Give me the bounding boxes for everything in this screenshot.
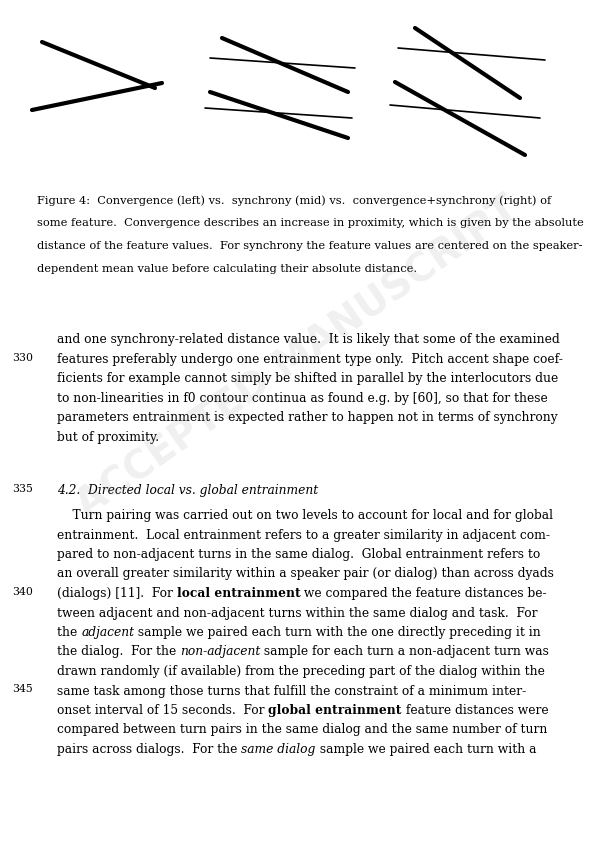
Text: 335: 335	[12, 484, 33, 494]
Text: ficients for example cannot simply be shifted in parallel by the interlocutors d: ficients for example cannot simply be sh…	[57, 372, 558, 385]
Text: dependent mean value before calculating their absolute distance.: dependent mean value before calculating …	[37, 264, 417, 274]
Text: drawn randomly (if available) from the preceding part of the dialog within the: drawn randomly (if available) from the p…	[57, 665, 545, 678]
Text: to non-linearities in f0 contour continua as found e.g. by [60], so that for the: to non-linearities in f0 contour continu…	[57, 392, 548, 405]
Text: pared to non-adjacent turns in the same dialog.  Global entrainment refers to: pared to non-adjacent turns in the same …	[57, 548, 540, 561]
Text: the dialog.  For the: the dialog. For the	[57, 645, 180, 659]
Text: 340: 340	[12, 587, 33, 597]
Text: pairs across dialogs.  For the: pairs across dialogs. For the	[57, 743, 241, 756]
Text: onset interval of 15 seconds.  For: onset interval of 15 seconds. For	[57, 704, 268, 717]
Text: feature distances were: feature distances were	[402, 704, 549, 717]
Text: tween adjacent and non-adjacent turns within the same dialog and task.  For: tween adjacent and non-adjacent turns wi…	[57, 607, 537, 620]
Text: same dialog: same dialog	[241, 743, 315, 756]
Text: (dialogs) [11].  For: (dialogs) [11]. For	[57, 587, 177, 600]
Text: and one synchrony-related distance value.  It is likely that some of the examine: and one synchrony-related distance value…	[57, 333, 560, 346]
Text: global entrainment: global entrainment	[268, 704, 402, 717]
Text: we compared the feature distances be-: we compared the feature distances be-	[300, 587, 547, 600]
Text: Figure 4:  Convergence (left) vs.  synchrony (mid) vs.  convergence+synchrony (r: Figure 4: Convergence (left) vs. synchro…	[37, 195, 551, 206]
Text: non-adjacent: non-adjacent	[180, 645, 261, 659]
Text: compared between turn pairs in the same dialog and the same number of turn: compared between turn pairs in the same …	[57, 723, 547, 736]
Text: ACCEPTED MANUSCRIPT: ACCEPTED MANUSCRIPT	[70, 190, 525, 524]
Text: sample we paired each turn with a: sample we paired each turn with a	[315, 743, 536, 756]
Text: sample for each turn a non-adjacent turn was: sample for each turn a non-adjacent turn…	[261, 645, 549, 659]
Text: same task among those turns that fulfill the constraint of a minimum inter-: same task among those turns that fulfill…	[57, 684, 526, 698]
Text: 4.2.  Directed local vs. global entrainment: 4.2. Directed local vs. global entrainme…	[57, 484, 318, 497]
Text: 345: 345	[12, 684, 33, 694]
Text: but of proximity.: but of proximity.	[57, 430, 159, 444]
Text: the: the	[57, 626, 81, 639]
Text: adjacent: adjacent	[81, 626, 134, 639]
Text: sample we paired each turn with the one directly preceding it in: sample we paired each turn with the one …	[134, 626, 541, 639]
Text: local entrainment: local entrainment	[177, 587, 300, 600]
Text: entrainment.  Local entrainment refers to a greater similarity in adjacent com-: entrainment. Local entrainment refers to…	[57, 529, 550, 541]
Text: some feature.  Convergence describes an increase in proximity, which is given by: some feature. Convergence describes an i…	[37, 218, 584, 228]
Text: parameters entrainment is expected rather to happen not in terms of synchrony: parameters entrainment is expected rathe…	[57, 411, 558, 424]
Text: an overall greater similarity within a speaker pair (or dialog) than across dyad: an overall greater similarity within a s…	[57, 568, 554, 581]
Text: 330: 330	[12, 353, 33, 362]
Text: features preferably undergo one entrainment type only.  Pitch accent shape coef-: features preferably undergo one entrainm…	[57, 353, 563, 366]
Text: Turn pairing was carried out on two levels to account for local and for global: Turn pairing was carried out on two leve…	[57, 509, 553, 522]
Text: distance of the feature values.  For synchrony the feature values are centered o: distance of the feature values. For sync…	[37, 241, 583, 251]
